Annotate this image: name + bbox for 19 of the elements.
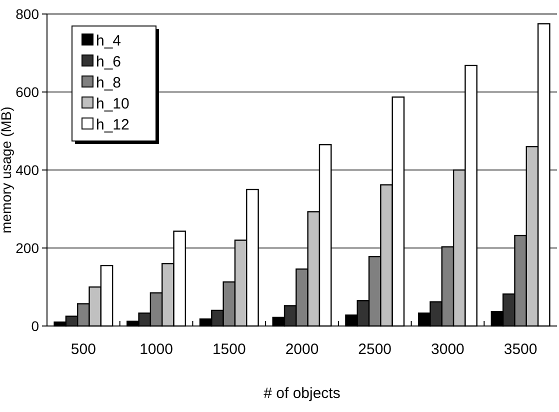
legend-label: h_12 [96,116,130,134]
y-tick-label: 800 [16,6,40,22]
legend-label: h_6 [96,53,122,70]
y-tick-label: 200 [16,240,40,256]
y-tick-label: 600 [16,84,40,100]
x-tick-label: 1000 [140,341,173,358]
y-tick-label: 0 [31,318,40,334]
legend-label: h_4 [96,32,122,50]
x-tick-label: 3000 [431,341,464,358]
x-tick-label: 2000 [285,341,319,358]
legend-label: h_8 [96,74,122,92]
legend-label: h_10 [96,95,130,112]
x-tick-label: 500 [70,341,96,358]
x-tick-label: 2500 [358,341,392,358]
x-tick-label: 1500 [212,341,246,358]
x-axis-title: # of objects [264,385,340,402]
y-tick-label: 400 [16,162,40,178]
y-axis-title: memory usage (MB) [0,106,14,234]
x-tick-label: 3500 [504,341,538,358]
